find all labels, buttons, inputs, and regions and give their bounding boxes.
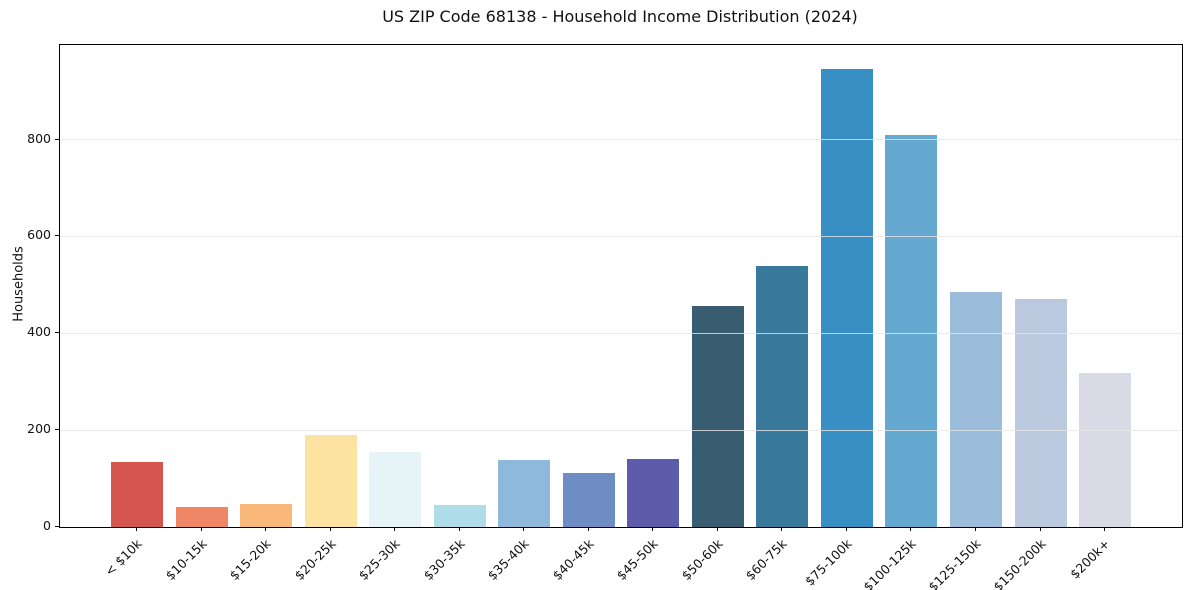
x-tick xyxy=(974,527,976,531)
x-tick-label: $25-30k xyxy=(355,536,403,584)
x-tick-label: $35-40k xyxy=(484,536,532,584)
y-tick-label: 600 xyxy=(27,227,51,243)
x-tick-label: $40-45k xyxy=(549,536,597,584)
bar xyxy=(175,507,228,527)
bar xyxy=(240,504,293,527)
bar xyxy=(433,505,486,527)
y-tick-label: 800 xyxy=(27,130,51,146)
y-tick-label: 200 xyxy=(27,421,51,437)
x-tick xyxy=(587,527,589,531)
bar xyxy=(1079,373,1131,527)
y-tick xyxy=(55,332,59,334)
y-axis-label: Households xyxy=(11,246,27,322)
x-tick xyxy=(200,527,202,531)
x-tick xyxy=(845,527,847,531)
x-tick xyxy=(910,527,912,531)
y-tick xyxy=(55,235,59,237)
bar xyxy=(369,451,422,527)
x-tick-label: $50-60k xyxy=(678,536,726,584)
x-tick-label: < $10k xyxy=(101,536,145,579)
gridline xyxy=(60,429,1182,431)
x-tick xyxy=(781,527,783,531)
x-tick xyxy=(1039,527,1041,531)
x-tick-label: $150-200k xyxy=(989,536,1049,590)
x-tick-label: $30-35k xyxy=(420,536,468,584)
y-tick-label: 0 xyxy=(43,518,51,533)
y-tick xyxy=(55,526,59,527)
bar xyxy=(304,435,357,527)
x-tick xyxy=(1104,527,1105,531)
bar xyxy=(498,460,551,527)
x-tick-label: $100-125k xyxy=(860,536,919,590)
bar xyxy=(1014,298,1067,527)
x-tick xyxy=(394,527,396,531)
x-tick xyxy=(523,527,525,531)
bar xyxy=(949,291,1002,527)
x-tick xyxy=(652,527,654,531)
x-tick-label: $15-20k xyxy=(226,536,274,584)
gridline xyxy=(60,139,1182,140)
gridline xyxy=(60,332,1182,334)
bar xyxy=(885,134,938,527)
bar xyxy=(111,461,163,527)
chart-title: US ZIP Code 68138 - Household Income Dis… xyxy=(382,7,858,26)
gridline xyxy=(60,235,1182,237)
bar xyxy=(691,305,744,527)
x-tick-label: $20-25k xyxy=(291,536,339,584)
y-tick xyxy=(55,429,59,431)
bar xyxy=(756,266,809,527)
y-tick-label: 400 xyxy=(27,324,51,340)
x-tick xyxy=(265,527,267,531)
x-tick-label: $60-75k xyxy=(742,536,790,584)
y-tick xyxy=(55,138,59,140)
x-tick-label: $125-150k xyxy=(925,536,984,590)
x-tick xyxy=(329,527,331,531)
x-tick xyxy=(136,527,137,531)
bar xyxy=(820,69,873,527)
x-tick-label: $200k+ xyxy=(1066,536,1113,582)
x-tick-label: $45-50k xyxy=(613,536,661,584)
x-tick xyxy=(716,527,718,531)
bar xyxy=(562,472,615,527)
bar xyxy=(627,459,680,527)
x-tick xyxy=(458,527,460,531)
x-tick-label: $10-15k xyxy=(162,536,210,584)
x-tick-label: $75-100k xyxy=(801,536,855,589)
plot-area xyxy=(59,44,1183,528)
